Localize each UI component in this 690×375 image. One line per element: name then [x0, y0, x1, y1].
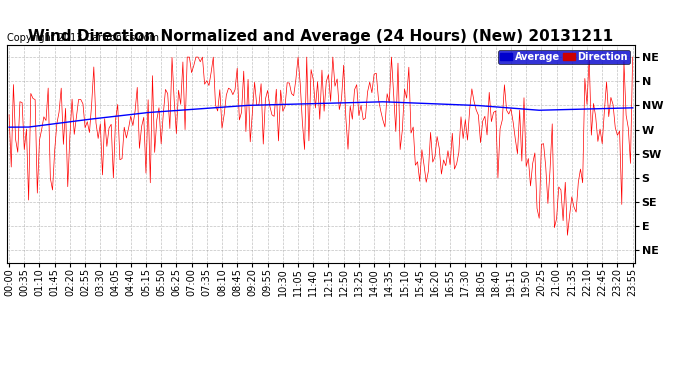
- Title: Wind Direction Normalized and Average (24 Hours) (New) 20131211: Wind Direction Normalized and Average (2…: [28, 29, 613, 44]
- Legend: Average, Direction: Average, Direction: [498, 50, 630, 64]
- Text: Copyright 2013 Cartronics.com: Copyright 2013 Cartronics.com: [7, 33, 159, 43]
